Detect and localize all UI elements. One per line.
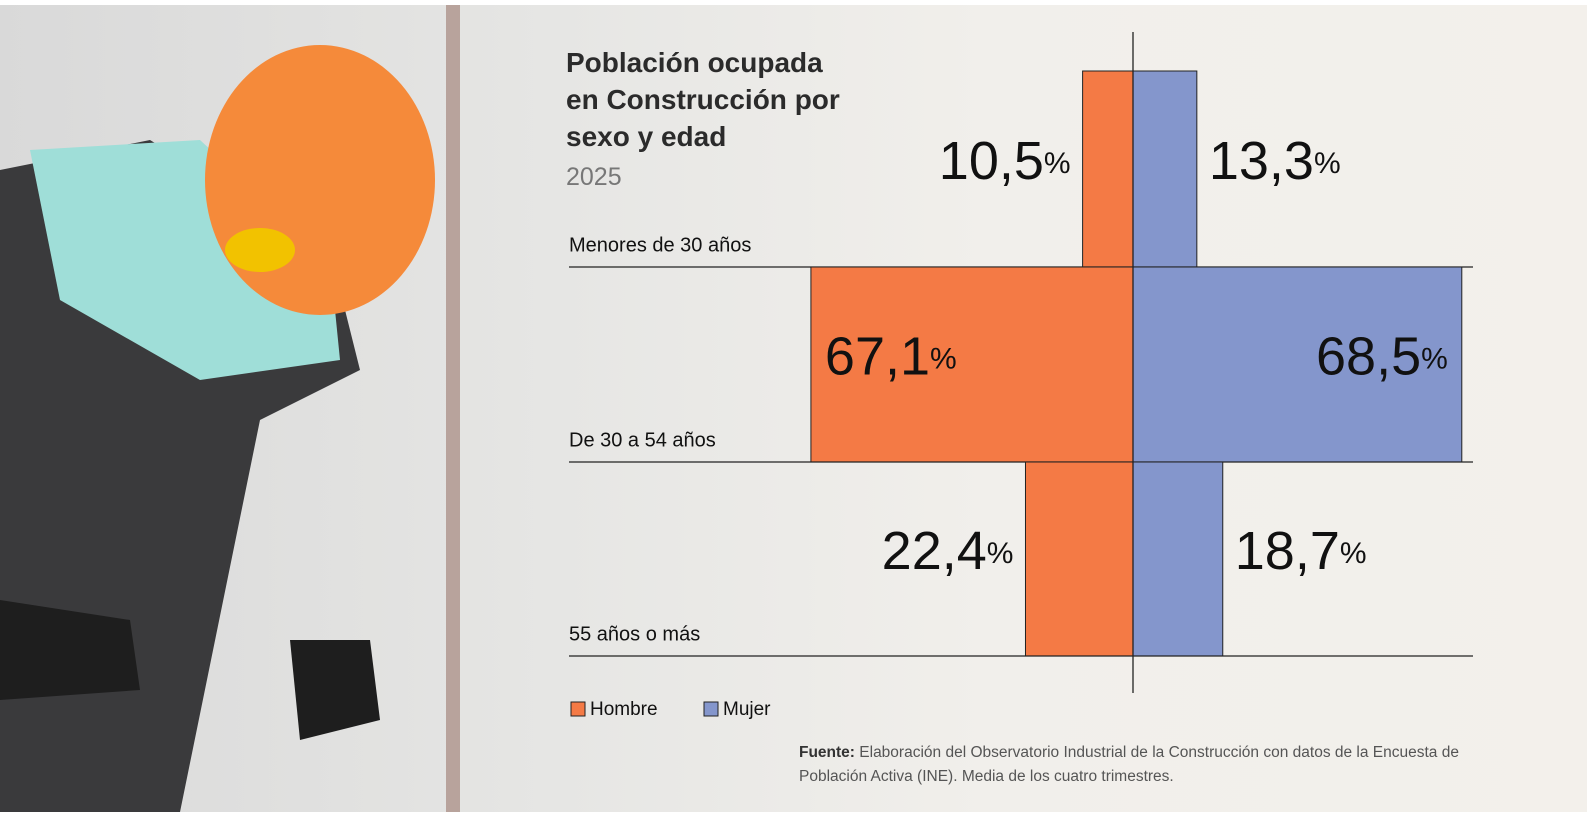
source-label: Fuente: [799,744,855,761]
category-label: 55 años o más [569,623,700,645]
legend-swatch [704,702,718,716]
category-label: De 30 a 54 años [569,429,716,451]
source-note: Fuente: Elaboración del Observatorio Ind… [799,741,1479,789]
goggles [225,228,295,272]
bar [1025,462,1133,656]
bar [1133,462,1223,656]
pipe [446,5,460,812]
legend-swatch [571,702,585,716]
chart-subtitle: 2025 [566,163,622,192]
category-label: Menores de 30 años [569,234,751,256]
legend-label: Hombre [590,699,658,720]
page: 10,5%13,3%Menores de 30 años67,1%68,5%De… [0,0,1587,823]
bar [1133,71,1197,267]
helmet [205,45,435,315]
legend-label: Mujer [723,699,771,720]
bar [1083,71,1133,267]
chart-title: Población ocupada en Construcción por se… [566,44,846,155]
source-text: Elaboración del Observatorio Industrial … [799,744,1459,785]
